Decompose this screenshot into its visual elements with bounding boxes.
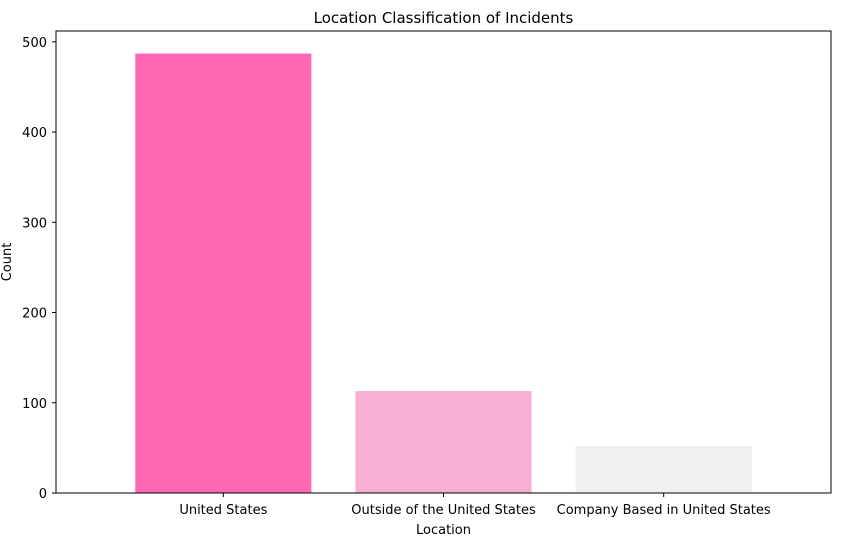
y-tick-label: 0	[39, 487, 47, 502]
y-tick-label: 100	[22, 397, 47, 412]
bar-2	[575, 446, 752, 493]
bar-0	[135, 53, 312, 493]
y-axis-ticks: 0 100 200 300 400 500	[22, 36, 56, 502]
x-axis-ticks: United States Outside of the United State…	[179, 493, 771, 518]
x-tick-label: Outside of the United States	[351, 503, 536, 518]
x-tick-label: United States	[179, 503, 267, 518]
bar-1	[355, 391, 532, 493]
x-axis-label: Location	[416, 523, 471, 538]
chart-title: Location Classification of Incidents	[314, 9, 574, 27]
y-tick-label: 200	[22, 307, 47, 322]
bars-group	[135, 53, 752, 493]
y-tick-label: 300	[22, 216, 47, 231]
y-axis-label: Count	[0, 243, 15, 282]
y-tick-label: 500	[22, 36, 47, 51]
x-tick-label: Company Based in United States	[557, 503, 771, 518]
plot-frame	[55, 30, 832, 494]
y-tick-label: 400	[22, 126, 47, 141]
